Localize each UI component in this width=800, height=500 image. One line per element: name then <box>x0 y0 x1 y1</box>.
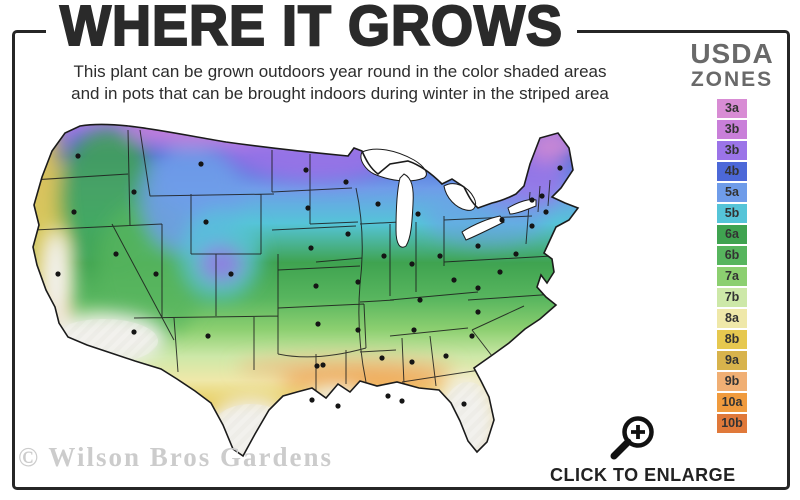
zone-chip-9a: 9a <box>717 351 747 371</box>
zone-chip-3b: 3b <box>717 141 747 161</box>
zone-chip-6a: 6a <box>717 225 747 245</box>
subtitle-line-1: This plant can be grown outdoors year ro… <box>73 62 607 81</box>
zone-chip-7a: 7a <box>717 267 747 287</box>
zone-chip-9b: 9b <box>717 372 747 392</box>
state-borders <box>33 129 557 392</box>
legend-heading-usda: USDA <box>690 38 774 69</box>
zone-chip-8b: 8b <box>717 330 747 350</box>
usda-zones-legend: USDA ZONES 3a 3b 3b 4b 5a 5b 6a 6b 7a 7b 8a 8b 9a 9b 1… <box>680 40 784 435</box>
zone-chip-5a: 5a <box>717 183 747 203</box>
zone-chip-10b: 10b <box>717 414 747 434</box>
subtitle: This plant can be grown outdoors year ro… <box>30 61 650 106</box>
zone-chip-6b: 6b <box>717 246 747 266</box>
zone-chip-5b: 5b <box>717 204 747 224</box>
city-dots <box>55 153 563 409</box>
zone-shading <box>33 124 578 457</box>
legend-heading-zones: ZONES <box>690 68 774 91</box>
zone-chip-3a: 3a <box>717 99 747 119</box>
magnifier-plus-icon[interactable] <box>604 410 662 466</box>
page-title: WHERE IT GROWS <box>46 0 577 58</box>
usda-zone-map[interactable] <box>16 104 668 476</box>
zone-chip-10a: 10a <box>717 393 747 413</box>
watermark: © Wilson Bros Gardens <box>18 442 333 472</box>
click-to-enlarge-button[interactable]: CLICK TO ENLARGE <box>540 465 746 486</box>
zone-chip-3b: 3b <box>717 120 747 140</box>
subtitle-line-2: and in pots that can be brought indoors … <box>71 84 609 104</box>
zone-chip-7b: 7b <box>717 288 747 308</box>
us-outline <box>32 123 580 458</box>
zone-chip-list: 3a 3b 3b 4b 5a 5b 6a 6b 7a 7b 8a 8b 9a 9b 10a 10b <box>680 99 784 434</box>
zone-chip-4b: 4b <box>717 162 747 182</box>
zone-chip-8a: 8a <box>717 309 747 329</box>
